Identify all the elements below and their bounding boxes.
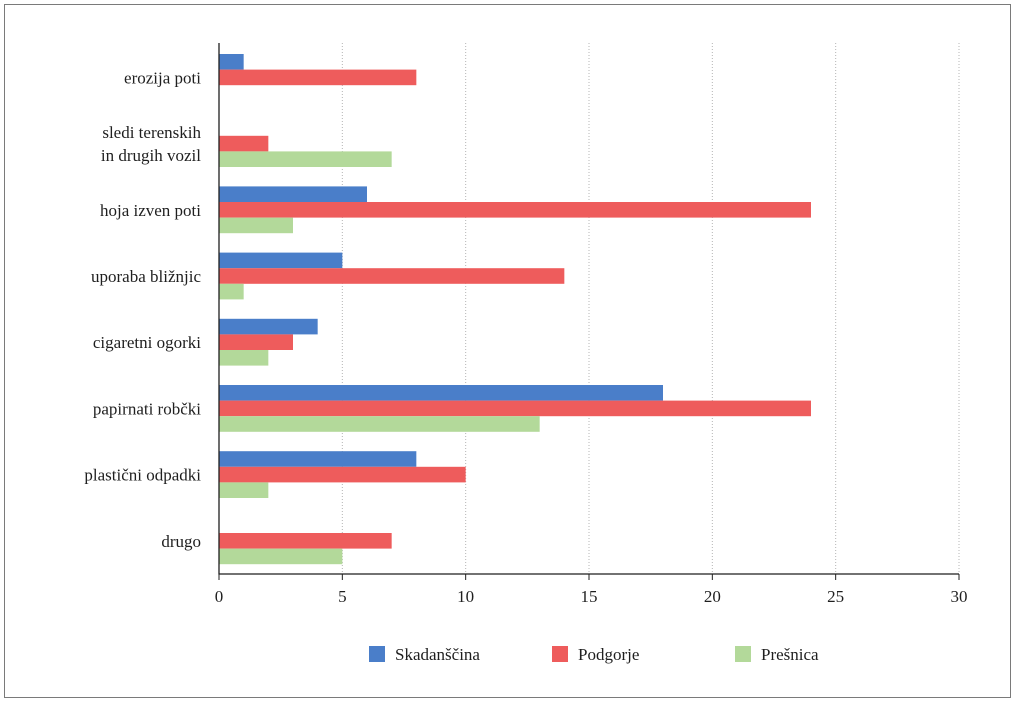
bar: [219, 466, 466, 483]
bar: [219, 69, 417, 86]
bar: [219, 400, 811, 417]
category-label: cigaretni ogorki: [93, 333, 201, 352]
bar: [219, 268, 565, 284]
bar: [219, 482, 269, 498]
gridlines: [341, 43, 960, 574]
legend-label: Prešnica: [761, 645, 819, 664]
chart-frame: erozija poti sledi terenskih in drugih voz…: [4, 4, 1011, 698]
category-label: drugo: [161, 532, 201, 551]
bar: [219, 151, 392, 167]
bar-chart: erozija poti sledi terenskih in drugih voz…: [84, 43, 968, 664]
bar: [219, 54, 244, 70]
bar: [219, 416, 540, 432]
x-tick-labels: 0 5 10 15 20 25 30: [215, 587, 968, 606]
category-labels: erozija poti sledi terenskih in drugih voz…: [84, 68, 201, 550]
legend-swatch: [369, 646, 385, 662]
bar: [219, 548, 343, 565]
x-tick-label: 25: [827, 587, 844, 606]
bar: [219, 186, 367, 202]
bar: [219, 385, 663, 401]
legend-label: Podgorje: [578, 645, 639, 664]
category-label: plastični odpadki: [84, 466, 201, 485]
category-label: erozija poti: [124, 68, 201, 87]
category-label: hoja izven poti: [100, 201, 201, 220]
legend-swatch: [735, 646, 751, 662]
category-label: papirnati robčki: [93, 399, 201, 418]
x-tick-label: 10: [457, 587, 474, 606]
x-tick-label: 20: [704, 587, 721, 606]
legend: Skadanščina Podgorje Prešnica: [369, 645, 819, 664]
x-tick-label: 5: [338, 587, 347, 606]
legend-label: Skadanščina: [395, 645, 480, 664]
bar: [219, 283, 244, 300]
x-tick-label: 30: [951, 587, 968, 606]
bar: [219, 533, 392, 549]
category-label: uporaba bližnjic: [91, 267, 201, 286]
bar: [219, 350, 269, 366]
bars: [219, 54, 811, 565]
category-label: sledi terenskih: [102, 123, 201, 142]
legend-swatch: [552, 646, 568, 662]
axes: [218, 43, 960, 580]
bar: [219, 451, 417, 467]
x-tick-label: 15: [581, 587, 598, 606]
category-label: in drugih vozil: [101, 146, 201, 165]
bar: [219, 217, 293, 234]
bar: [219, 334, 293, 350]
bar: [219, 252, 343, 269]
bar: [219, 318, 318, 335]
bar: [219, 135, 269, 152]
x-tick-label: 0: [215, 587, 224, 606]
bar: [219, 202, 811, 218]
